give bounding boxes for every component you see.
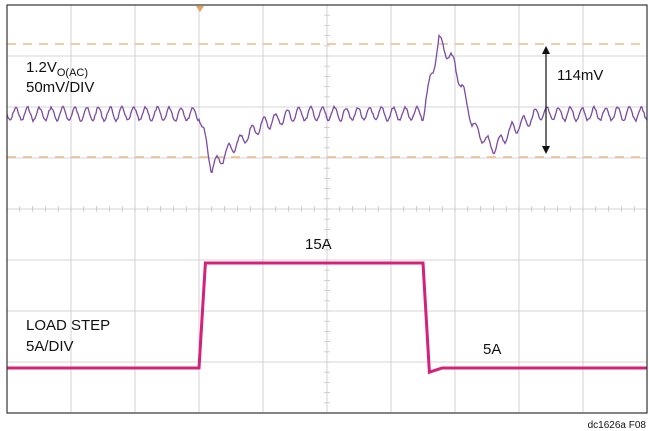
- grid: [6, 4, 648, 414]
- voltage-trace: [6, 33, 648, 174]
- trigger-marker: [196, 6, 204, 12]
- plot-frame: [6, 4, 648, 414]
- voltage-label-main: 1.2V: [26, 59, 57, 76]
- load-step-label: LOAD STEP: [26, 317, 110, 334]
- low-level-annotation: 5A: [483, 341, 501, 358]
- figure-id: dc1626a F08: [588, 420, 647, 431]
- current-trace: [7, 261, 647, 375]
- high-level-annotation: 15A: [305, 236, 332, 253]
- voltage-scale-label: 50mV/DIV: [26, 79, 94, 96]
- reference-lines: [7, 43, 647, 158]
- current-scale-label: 5A/DIV: [26, 338, 74, 355]
- voltage-label-line1: 1.2VO(AC): [26, 59, 88, 79]
- amplitude-annotation: 114mV: [557, 67, 603, 84]
- voltage-label-sub: O(AC): [57, 67, 88, 79]
